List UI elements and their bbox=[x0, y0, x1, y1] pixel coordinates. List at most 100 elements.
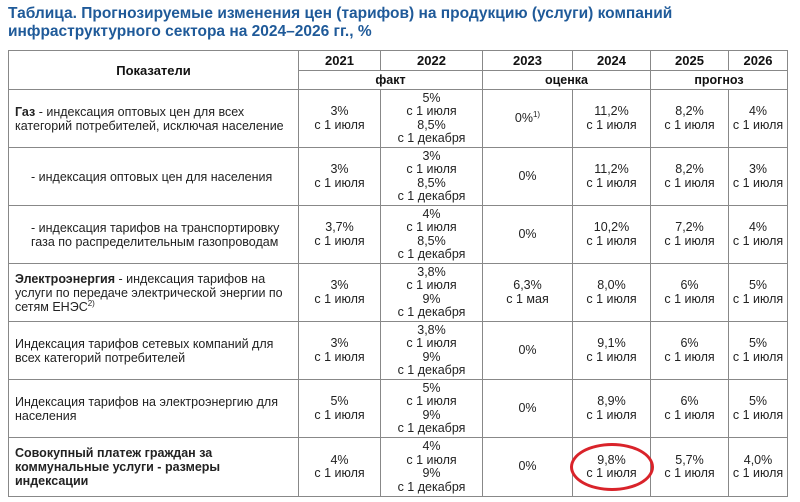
value-text: 4% bbox=[748, 220, 768, 234]
value-text: 8,5% bbox=[417, 117, 446, 132]
value-cell: 6% с 1 июля bbox=[650, 379, 729, 438]
group-header-estimate: оценка bbox=[482, 70, 651, 90]
value-text: 0% bbox=[518, 459, 537, 474]
indicator-cell: Индексация тарифов на электроэнергию для… bbox=[8, 379, 299, 438]
value-cell: 3,8% с 1 июля 9% с 1 декабря bbox=[380, 263, 483, 322]
date-text: с 1 июля bbox=[664, 233, 715, 248]
value-cell: 11,2% с 1 июля bbox=[572, 89, 651, 148]
date-text: с 1 июля bbox=[314, 291, 365, 306]
value-text: 5% bbox=[748, 278, 768, 292]
value-cell: 5% с 1 июля bbox=[298, 379, 381, 438]
indicator-cell: Газ - индексация оптовых цен для всех ка… bbox=[8, 89, 299, 148]
date-text: с 1 июля bbox=[732, 349, 784, 364]
date-text: с 1 декабря bbox=[397, 363, 466, 377]
value-text: 6,3% bbox=[513, 278, 542, 292]
date-text: с 1 июля bbox=[586, 407, 637, 422]
indicator-label: - индексация оптовых цен для населения bbox=[31, 169, 273, 184]
value-text: 3% bbox=[330, 278, 349, 292]
value-cell: 4% с 1 июля 8,5% с 1 декабря bbox=[380, 205, 483, 264]
value-text: 5,7% bbox=[675, 452, 704, 467]
value-text: 6% bbox=[680, 278, 699, 292]
group-header-fact: факт bbox=[298, 70, 483, 90]
value-cell: 5,7% с 1 июля bbox=[650, 437, 729, 497]
value-cell: 0% bbox=[482, 437, 573, 497]
date-text: с 1 июля bbox=[406, 162, 457, 176]
value-cell: 3% с 1 июля bbox=[298, 89, 381, 148]
value-cell: 3% с 1 июля bbox=[298, 321, 381, 380]
date-text: с 1 июля bbox=[586, 466, 637, 480]
table-row: - индексация тарифов на транспортировку … bbox=[8, 205, 788, 264]
value-cell: 5% с 1 июля 8,5% с 1 декабря bbox=[380, 89, 483, 148]
value-text: 7,2% bbox=[675, 220, 704, 234]
date-text: с 1 июля bbox=[664, 466, 715, 480]
date-text: с 1 июля bbox=[586, 233, 637, 248]
value-cell: 6% с 1 июля bbox=[650, 263, 729, 322]
value-text: 4% bbox=[748, 104, 768, 118]
indicator-cell: Электроэнергия - индексация тарифов на у… bbox=[8, 263, 299, 322]
value-text: 9% bbox=[422, 407, 441, 422]
indicator-cell: - индексация оптовых цен для населения bbox=[8, 147, 299, 206]
indicator-label: - индексация оптовых цен для всех катего… bbox=[15, 104, 284, 133]
table-row: Индексация тарифов сетевых компаний для … bbox=[8, 321, 788, 380]
value-text: 5% bbox=[422, 90, 441, 105]
value-text: 3% bbox=[422, 148, 441, 163]
value-text: 11,2% bbox=[594, 162, 629, 176]
date-text: с 1 июля bbox=[406, 394, 457, 408]
value-text: 3% bbox=[748, 162, 768, 176]
value-cell: 8,0% с 1 июля bbox=[572, 263, 651, 322]
value-cell: 3% с 1 июля bbox=[298, 263, 381, 322]
footnote-marker: 2) bbox=[87, 298, 95, 308]
indicator-bold-label: Совокупный платеж граждан за коммунальны… bbox=[15, 446, 221, 488]
group-header-forecast: прогноз bbox=[650, 70, 788, 90]
indicator-label: - индексация тарифов на транспортировку … bbox=[31, 220, 280, 249]
date-text: с 1 декабря bbox=[397, 189, 466, 203]
value-cell: 0% bbox=[482, 147, 573, 206]
indicator-cell: Совокупный платеж граждан за коммунальны… bbox=[8, 437, 299, 497]
date-text: с 1 декабря bbox=[397, 131, 466, 145]
value-cell: 5% с 1 июля bbox=[728, 321, 788, 380]
date-text: с 1 июля bbox=[664, 349, 715, 364]
table-row: Газ - индексация оптовых цен для всех ка… bbox=[8, 89, 788, 148]
value-text: 9% bbox=[422, 466, 441, 480]
value-cell: 9,8% с 1 июля bbox=[569, 437, 654, 497]
value-text: 6% bbox=[680, 394, 699, 408]
value-text: 5% bbox=[422, 380, 441, 395]
date-text: с 1 июля bbox=[586, 291, 637, 306]
value-text: 4% bbox=[422, 439, 441, 453]
date-text: с 1 июля bbox=[314, 407, 365, 422]
year-header: 2026 bbox=[728, 49, 788, 72]
table-body: Газ - индексация оптовых цен для всех ка… bbox=[8, 89, 788, 497]
date-text: с 1 июля bbox=[732, 233, 784, 248]
tariff-table: Показатели 2021 2022 2023 2024 2025 2026… bbox=[8, 49, 788, 497]
date-text: с 1 июля bbox=[314, 175, 365, 190]
date-text: с 1 июля bbox=[732, 291, 784, 306]
value-cell: 4% с 1 июля bbox=[298, 437, 381, 497]
value-text: 5% bbox=[330, 394, 349, 408]
date-text: с 1 декабря bbox=[397, 247, 466, 261]
date-text: с 1 декабря bbox=[397, 479, 466, 494]
date-text: с 1 июля bbox=[732, 175, 784, 190]
date-text: с 1 июля bbox=[664, 117, 715, 132]
value-text: 3,8% bbox=[417, 264, 446, 279]
value-text: 8,2% bbox=[675, 104, 704, 118]
value-cell: 3,7% с 1 июля bbox=[298, 205, 381, 264]
value-cell: 4% с 1 июля bbox=[728, 205, 788, 264]
value-cell: 7,2% с 1 июля bbox=[650, 205, 729, 264]
date-text: с 1 июля bbox=[586, 117, 637, 132]
value-cell: 4% с 1 июля 9% с 1 декабря bbox=[380, 437, 483, 497]
date-text: с 1 июля bbox=[406, 104, 457, 118]
value-text: 4% bbox=[330, 452, 349, 467]
indicator-bold-label: Электроэнергия bbox=[15, 271, 116, 286]
value-text: 0% bbox=[518, 342, 537, 357]
value-cell: 11,2% с 1 июля bbox=[572, 147, 651, 206]
indicator-bold-label: Газ bbox=[15, 104, 36, 119]
date-text: с 1 декабря bbox=[397, 305, 466, 319]
value-text: 9,1% bbox=[597, 336, 626, 350]
value-text: 6% bbox=[680, 336, 699, 350]
value-text: 3% bbox=[330, 104, 349, 118]
value-text: 8,2% bbox=[675, 162, 704, 176]
date-text: с 1 июля bbox=[314, 117, 365, 132]
year-header: 2023 bbox=[482, 49, 573, 72]
value-cell: 3% с 1 июля 8,5% с 1 декабря bbox=[380, 147, 483, 206]
value-text: 8,5% bbox=[417, 233, 446, 248]
